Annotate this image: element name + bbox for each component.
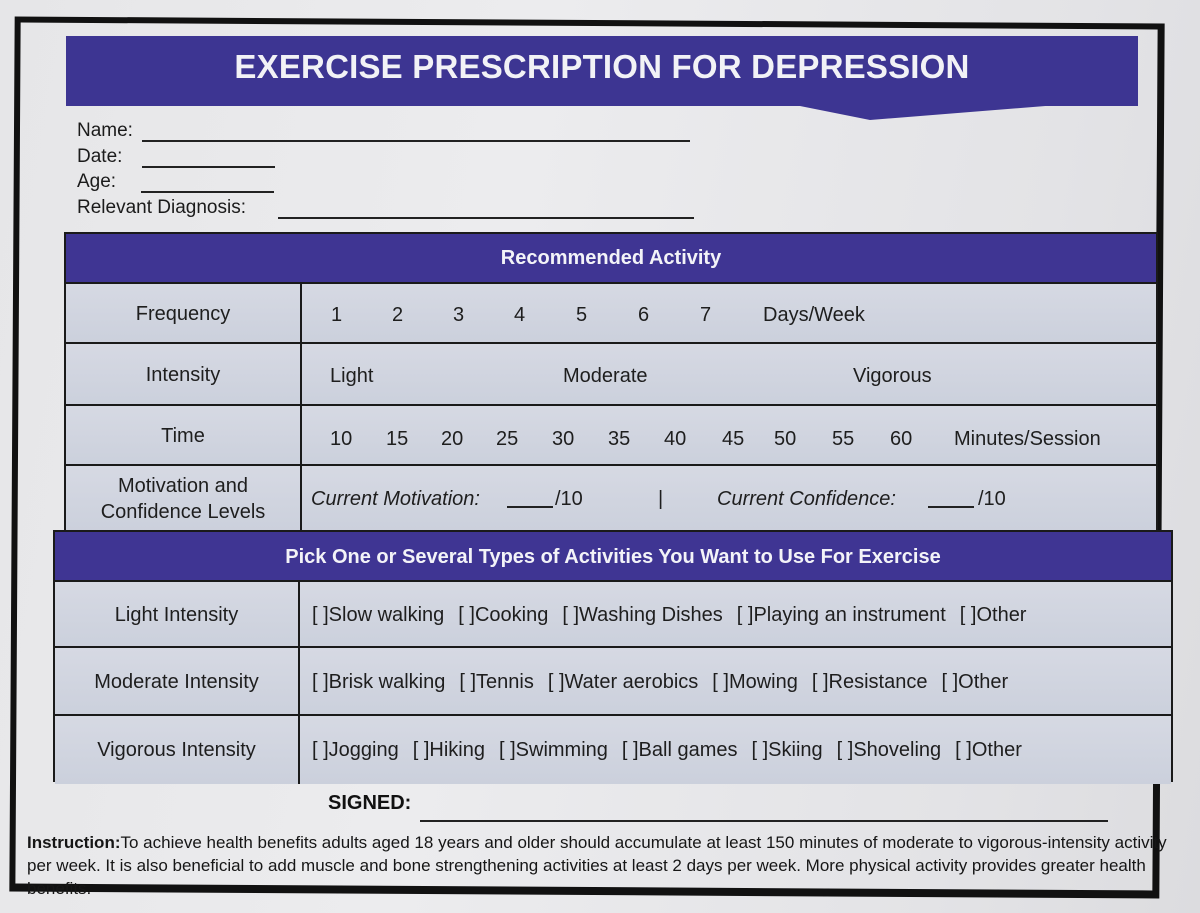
activity-checkbox-brisk-walking[interactable]: [ ]Brisk walking	[312, 670, 446, 693]
motivation-scale: /10	[555, 488, 583, 510]
activity-checkbox-jogging[interactable]: [ ]Jogging	[312, 738, 399, 761]
time-option[interactable]: 40	[664, 428, 687, 450]
activity-checkbox-swimming[interactable]: [ ]Swimming	[498, 738, 608, 761]
page-title: EXERCISE PRESCRIPTION FOR DEPRESSION	[234, 48, 970, 85]
motivation-label: Motivation and Confidence Levels	[66, 466, 302, 532]
intensity-option-vigorous[interactable]: Vigorous	[853, 365, 932, 387]
frequency-option[interactable]: 3	[453, 304, 465, 326]
activities-table: Pick One or Several Types of Activities …	[53, 530, 1173, 784]
frequency-option[interactable]: 5	[576, 304, 588, 326]
time-option[interactable]: 10	[330, 428, 353, 450]
name-label: Name:	[77, 120, 133, 141]
date-label: Date:	[77, 146, 123, 167]
current-motivation-input[interactable]	[505, 488, 555, 514]
time-label: Time	[66, 406, 302, 466]
activity-checkbox-hiking[interactable]: [ ]Hiking	[412, 738, 485, 761]
activity-checkbox-resistance[interactable]: [ ]Resistance	[811, 670, 928, 693]
activity-checkbox-other[interactable]: [ ]Other	[959, 603, 1027, 626]
intensity-label: Intensity	[66, 344, 302, 406]
current-motivation-label: Current Motivation:	[311, 488, 480, 510]
activity-checkbox-washing-dishes[interactable]: [ ]Washing Dishes	[562, 603, 723, 626]
time-option[interactable]: 55	[832, 428, 855, 450]
frequency-option[interactable]: 2	[392, 304, 404, 326]
signature-input[interactable]	[420, 820, 1108, 822]
activity-checkbox-slow-walking[interactable]: [ ]Slow walking	[312, 603, 445, 626]
activities-header: Pick One or Several Types of Activities …	[55, 532, 1171, 580]
diagnosis-field: Relevant Diagnosis:	[77, 197, 246, 219]
banner-notch	[790, 104, 1070, 120]
date-field: Date:	[77, 146, 122, 168]
time-option[interactable]: 25	[496, 428, 519, 450]
frequency-option[interactable]: 4	[514, 304, 526, 326]
activity-checkbox-shoveling[interactable]: [ ]Shoveling	[836, 738, 942, 761]
activity-checkbox-other[interactable]: [ ]Other	[955, 738, 1022, 761]
frequency-option[interactable]: 1	[331, 304, 343, 326]
activity-checkbox-skiing[interactable]: [ ]Skiing	[751, 738, 823, 761]
light-intensity-row: Light Intensity [ ]Slow walking [ ]Cooki…	[55, 580, 1171, 648]
signed-label: SIGNED:	[328, 792, 412, 814]
frequency-option[interactable]: 7	[700, 304, 712, 326]
light-intensity-label: Light Intensity	[55, 582, 300, 648]
moderate-activity-options: [ ]Brisk walking [ ]Tennis [ ]Water aero…	[312, 648, 1022, 716]
motivation-label-line2: Confidence Levels	[100, 501, 266, 523]
intensity-row: Intensity Light Moderate Vigorous	[66, 342, 1156, 406]
title-banner	[66, 36, 1138, 106]
recommended-activity-header: Recommended Activity	[66, 234, 1156, 282]
moderate-intensity-row: Moderate Intensity [ ]Brisk walking [ ]T…	[55, 646, 1171, 716]
frequency-option[interactable]: 6	[638, 304, 650, 326]
confidence-scale: /10	[978, 488, 1006, 510]
time-option[interactable]: 15	[386, 428, 409, 450]
name-field: Name:	[77, 120, 133, 142]
light-activity-options: [ ]Slow walking [ ]Cooking [ ]Washing Di…	[312, 582, 1040, 648]
instruction-text: Instruction:To achieve health benefits a…	[27, 831, 1167, 900]
frequency-label: Frequency	[66, 284, 302, 344]
current-confidence-input[interactable]	[926, 488, 976, 514]
age-field: Age:	[77, 171, 116, 193]
activity-checkbox-water-aerobics[interactable]: [ ]Water aerobics	[547, 670, 699, 693]
activity-checkbox-ball-games[interactable]: [ ]Ball games	[621, 738, 738, 761]
activity-checkbox-other[interactable]: [ ]Other	[941, 670, 1009, 693]
diagnosis-label: Relevant Diagnosis:	[77, 197, 246, 218]
activity-checkbox-cooking[interactable]: [ ]Cooking	[458, 603, 549, 626]
time-unit: Minutes/Session	[954, 428, 1101, 450]
motivation-row: Motivation and Confidence Levels Current…	[66, 464, 1156, 532]
moderate-intensity-label: Moderate Intensity	[55, 648, 300, 716]
recommended-activity-table: Recommended Activity Frequency 1 2 3 4 5…	[64, 232, 1158, 532]
time-option[interactable]: 45	[722, 428, 745, 450]
activity-checkbox-mowing[interactable]: [ ]Mowing	[712, 670, 798, 693]
time-option[interactable]: 30	[552, 428, 575, 450]
vigorous-intensity-row: Vigorous Intensity [ ]Jogging [ ]Hiking …	[55, 714, 1171, 784]
time-row: Time 10 15 20 25 30 35 40 45 50 55 60 Mi…	[66, 404, 1156, 466]
time-option[interactable]: 20	[441, 428, 464, 450]
instruction-label: Instruction:	[27, 833, 121, 852]
activity-checkbox-tennis[interactable]: [ ]Tennis	[459, 670, 534, 693]
vigorous-intensity-label: Vigorous Intensity	[55, 716, 300, 784]
time-option[interactable]: 60	[890, 428, 913, 450]
separator: |	[658, 488, 664, 510]
motivation-label-line1: Motivation and	[117, 475, 249, 497]
vigorous-activity-options: [ ]Jogging [ ]Hiking [ ]Swimming [ ]Ball…	[312, 716, 1036, 784]
time-option[interactable]: 35	[608, 428, 631, 450]
frequency-row: Frequency 1 2 3 4 5 6 7 Days/Week	[66, 282, 1156, 344]
time-option[interactable]: 50	[774, 428, 797, 450]
activity-checkbox-playing-instrument[interactable]: [ ]Playing an instrument	[736, 603, 946, 626]
frequency-unit: Days/Week	[763, 304, 865, 326]
age-label: Age:	[77, 171, 117, 192]
intensity-option-light[interactable]: Light	[330, 365, 374, 387]
instruction-body: To achieve health benefits adults aged 1…	[27, 833, 1167, 898]
current-confidence-label: Current Confidence:	[717, 488, 896, 510]
intensity-option-moderate[interactable]: Moderate	[563, 365, 648, 387]
